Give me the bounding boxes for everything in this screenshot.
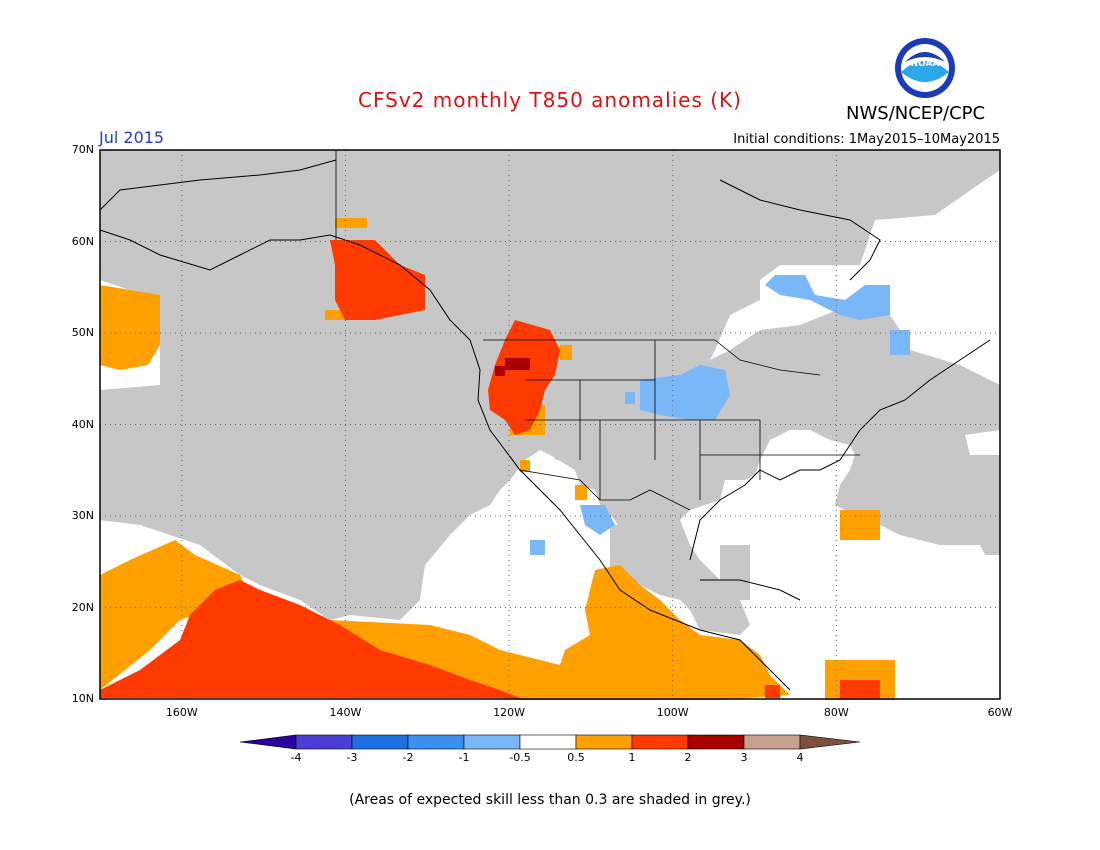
colorbar — [239, 734, 861, 750]
colorbar-tick-label: 2 — [684, 751, 692, 764]
low-skill-grey-region — [100, 150, 1000, 635]
lon-tick-label: 100W — [656, 706, 689, 719]
colorbar-tick-label: -4 — [290, 751, 302, 764]
lon-tick-label: 140W — [329, 706, 362, 719]
colorbar-tick-label: -2 — [402, 751, 414, 764]
colorbar-tick-label: 3 — [740, 751, 748, 764]
colorbar-swatch — [575, 734, 633, 750]
colorbar-swatch — [351, 734, 409, 750]
lat-tick-label: 20N — [71, 600, 94, 614]
anomaly-red-regions — [100, 240, 880, 698]
colorbar-tick-label: 1 — [628, 751, 636, 764]
lat-tick-label: 60N — [71, 234, 94, 248]
graticule — [100, 150, 1000, 699]
colorbar-tick-label: -3 — [346, 751, 358, 764]
colorbar-tick-label: -1 — [458, 751, 470, 764]
map-title: CFSv2 monthly T850 anomalies (K) — [358, 88, 742, 112]
noaa-logo-text: NOAA — [911, 59, 940, 69]
colorbar-arrow-low — [239, 734, 297, 750]
colorbar-swatch — [687, 734, 745, 750]
colorbar-swatch — [407, 734, 465, 750]
noaa-logo: NOAA — [895, 38, 955, 98]
lat-tick-label: 30N — [71, 509, 94, 522]
anomaly-blue-regions — [530, 275, 910, 555]
forecast-month: Jul 2015 — [99, 128, 165, 147]
lat-tick-label: 50N — [71, 326, 94, 339]
political-borders — [335, 150, 860, 511]
anomaly-orange-regions — [100, 218, 895, 700]
lat-tick-label: 70N — [71, 143, 94, 156]
colorbar-swatch — [463, 734, 521, 750]
initial-conditions: Initial conditions: 1May2015–10May2015 — [733, 132, 1000, 147]
colorbar-tick-label: 0.5 — [567, 751, 585, 764]
coastlines — [99, 159, 991, 691]
lat-tick-label: 40N — [71, 417, 94, 431]
lon-tick-label: 160W — [165, 706, 198, 719]
colorbar-tick-label: 4 — [796, 751, 804, 764]
colorbar-swatch — [743, 734, 801, 750]
colorbar-swatch — [631, 734, 689, 750]
map-plot-area — [99, 149, 1001, 700]
lat-tick-label: 10N — [71, 692, 94, 705]
lon-tick-label: 60W — [987, 706, 1013, 719]
lon-tick-label: 120W — [493, 706, 526, 719]
map-frame — [99, 149, 1001, 700]
colorbar-swatch — [295, 734, 353, 750]
colorbar-swatch — [519, 734, 577, 750]
colorbar-arrow-high — [799, 734, 861, 750]
colorbar-tick-label: -0.5 — [509, 751, 531, 764]
lon-tick-label: 80W — [823, 706, 849, 719]
footnote: (Areas of expected skill less than 0.3 a… — [349, 792, 751, 808]
anomaly-darkred-regions — [495, 358, 530, 376]
agency-label: NWS/NCEP/CPC — [846, 103, 986, 124]
